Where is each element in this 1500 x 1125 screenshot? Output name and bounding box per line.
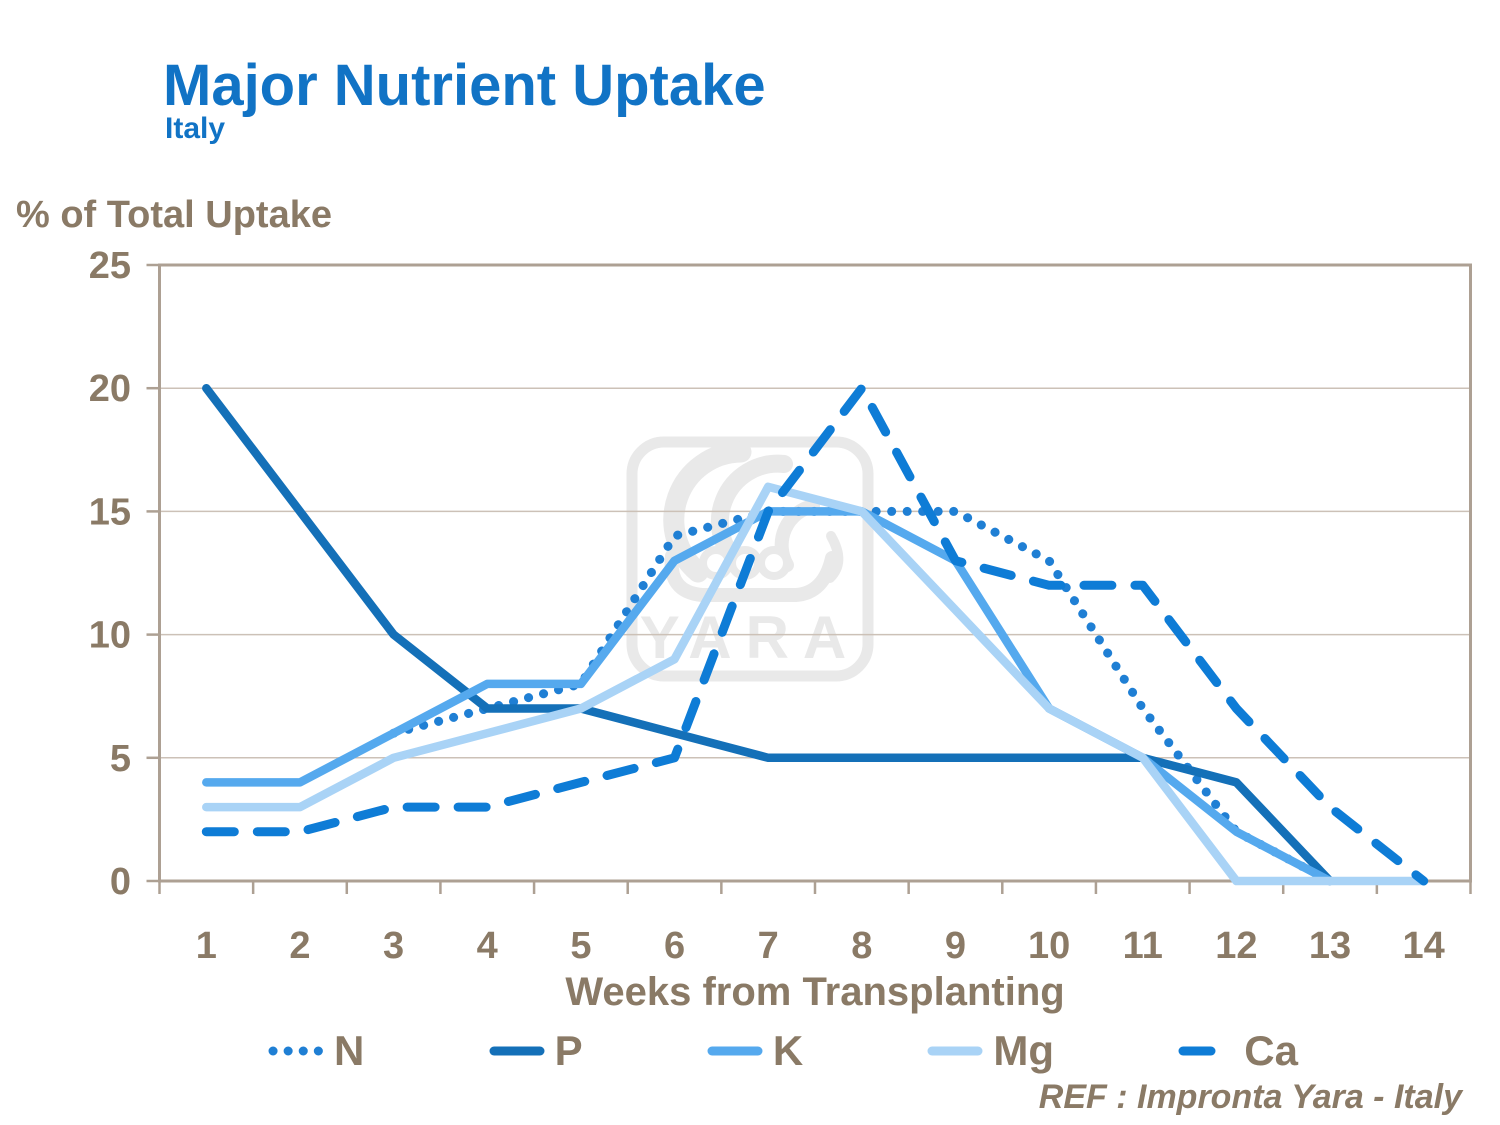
x-tick-label-8: 8 [851,925,872,967]
legend-label-N: N [334,1027,365,1074]
x-tick-label-13: 13 [1309,925,1351,967]
chart-legend: N P K Mg Ca [268,1026,1298,1076]
legend-line-sample-Mg [927,1046,983,1056]
legend-label-Mg: Mg [993,1027,1055,1074]
chart-subtitle: Italy [165,112,226,145]
x-tick-label-12: 12 [1215,925,1257,967]
legend-item-Ca: Ca [1178,1030,1298,1072]
legend-label-Ca: Ca [1244,1027,1298,1074]
plot-frame [158,263,1472,883]
x-tick-label-14: 14 [1403,925,1445,967]
x-tick-label-4: 4 [477,925,498,967]
legend-item-N: N [268,1030,364,1072]
axis-ticks [146,263,1472,894]
x-tick-label-10: 10 [1028,925,1070,967]
x-tick-label-9: 9 [945,925,966,967]
y-tick-label-15: 15 [89,491,131,533]
legend-item-P: P [489,1030,583,1072]
y-axis-title: % of Total Uptake [16,194,332,236]
x-tick-label-3: 3 [383,925,404,967]
y-tick-label-0: 0 [110,861,131,903]
x-tick-label-11: 11 [1123,925,1163,967]
y-tick-label-5: 5 [110,738,131,780]
legend-label-P: P [554,1027,583,1074]
y-tick-label-20: 20 [89,368,131,410]
x-tick-label-1: 1 [196,925,217,967]
x-tick-label-5: 5 [570,925,591,967]
legend-line-sample-K [707,1046,763,1056]
x-tick-label-6: 6 [664,925,685,967]
y-tick-label-25: 25 [89,245,131,287]
legend-item-K: K [707,1030,803,1072]
series-line-Ca [201,383,1429,886]
chart-title: Major Nutrient Uptake [163,53,766,118]
series-lines [201,383,1429,886]
x-tick-label-7: 7 [758,925,779,967]
x-axis-title: Weeks from Transplanting [565,970,1065,1014]
reference-text: REF : Impronta Yara - Italy [1038,1078,1462,1116]
gridlines [159,387,1471,759]
x-tick-label-2: 2 [289,925,310,967]
legend-line-sample-P [489,1046,545,1056]
legend-item-Mg: Mg [927,1030,1054,1072]
y-tick-label-10: 10 [89,615,131,657]
legend-line-sample-N [268,1046,324,1056]
legend-label-K: K [772,1027,804,1074]
series-line-Mg [202,482,1428,886]
legend-line-sample-Ca [1178,1046,1216,1056]
